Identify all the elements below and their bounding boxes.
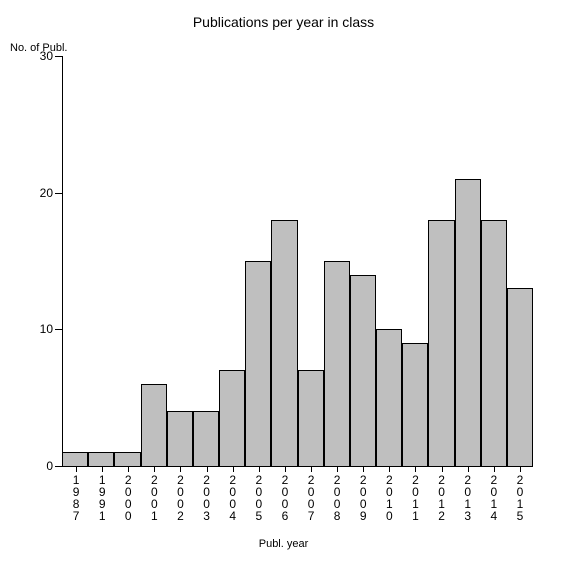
- x-axis-label: Publ. year: [0, 538, 567, 550]
- x-tick-slot: 2 0 1 5: [507, 466, 533, 526]
- x-tick-mark: [389, 466, 390, 472]
- x-tick-label: 2 0 0 8: [334, 474, 341, 522]
- x-tick-mark: [76, 466, 77, 472]
- x-tick-mark: [154, 466, 155, 472]
- bar: [428, 220, 454, 466]
- x-tick-label: 2 0 0 7: [308, 474, 315, 522]
- x-tick-label: 2 0 0 6: [282, 474, 289, 522]
- x-tick-label: 2 0 0 3: [203, 474, 210, 522]
- bar: [141, 384, 167, 466]
- bar: [507, 288, 533, 466]
- bar: [245, 261, 271, 466]
- x-tick-mark: [102, 466, 103, 472]
- x-tick-mark: [363, 466, 364, 472]
- x-tick-slot: 2 0 1 3: [455, 466, 481, 526]
- x-tick-mark: [128, 466, 129, 472]
- x-tick-label: 2 0 1 5: [517, 474, 524, 522]
- x-tick-slot: 2 0 0 7: [298, 466, 324, 526]
- x-tick-mark: [415, 466, 416, 472]
- x-tick-mark: [442, 466, 443, 472]
- bar: [350, 275, 376, 466]
- x-tick-mark: [180, 466, 181, 472]
- x-tick-slot: 2 0 0 9: [350, 466, 376, 526]
- x-tick-mark: [285, 466, 286, 472]
- x-tick-mark: [468, 466, 469, 472]
- x-tick-slot: 1 9 9 1: [89, 466, 115, 526]
- chart-title: Publications per year in class: [0, 14, 567, 30]
- bar: [219, 370, 245, 466]
- y-tick-label: 10: [40, 322, 63, 336]
- x-tick-label: 2 0 1 1: [412, 474, 419, 522]
- x-tick-label: 2 0 0 4: [229, 474, 236, 522]
- y-tick-label: 30: [40, 49, 63, 63]
- x-tick-slot: 2 0 1 1: [402, 466, 428, 526]
- x-tick-label: 2 0 1 0: [386, 474, 393, 522]
- bar: [88, 452, 114, 466]
- x-tick-mark: [259, 466, 260, 472]
- x-tick-mark: [233, 466, 234, 472]
- x-tick-slot: 2 0 0 5: [246, 466, 272, 526]
- x-tick-slot: 2 0 1 0: [376, 466, 402, 526]
- x-tick-mark: [494, 466, 495, 472]
- x-tick-slot: 2 0 0 0: [115, 466, 141, 526]
- x-tick-label: 2 0 1 3: [464, 474, 471, 522]
- x-tick-label: 2 0 1 2: [438, 474, 445, 522]
- x-tick-slot: 2 0 0 6: [272, 466, 298, 526]
- x-tick-slot: 2 0 0 8: [324, 466, 350, 526]
- x-ticks: 1 9 8 7 1 9 9 1 2 0 0 0 2 0 0 1 2 0 0 2 2 0 0…: [63, 466, 533, 526]
- x-tick-slot: 2 0 1 2: [429, 466, 455, 526]
- x-tick-slot: 2 0 0 3: [194, 466, 220, 526]
- x-tick-label: 2 0 1 4: [490, 474, 497, 522]
- bar: [271, 220, 297, 466]
- bar: [402, 343, 428, 466]
- y-tick-label: 0: [46, 459, 63, 473]
- x-tick-label: 2 0 0 2: [177, 474, 184, 522]
- x-tick-label: 2 0 0 0: [125, 474, 132, 522]
- bar: [298, 370, 324, 466]
- x-tick-label: 1 9 9 1: [99, 474, 106, 522]
- x-tick-label: 2 0 0 1: [151, 474, 158, 522]
- bar: [63, 452, 88, 466]
- bar: [114, 452, 140, 466]
- x-tick-label: 1 9 8 7: [73, 474, 80, 522]
- bar: [455, 179, 481, 466]
- bar: [193, 411, 219, 466]
- x-tick-slot: 2 0 0 2: [167, 466, 193, 526]
- x-tick-slot: 2 0 0 1: [141, 466, 167, 526]
- bars-group: [63, 56, 533, 466]
- x-tick-slot: 1 9 8 7: [63, 466, 89, 526]
- plot-area: 1 9 8 71 9 9 12 0 0 02 0 0 12 0 0 22 0 0…: [62, 56, 533, 467]
- bar: [167, 411, 193, 466]
- bar: [376, 329, 402, 466]
- x-tick-mark: [207, 466, 208, 472]
- x-tick-mark: [520, 466, 521, 472]
- bar: [324, 261, 350, 466]
- x-tick-slot: 2 0 1 4: [481, 466, 507, 526]
- chart-container: Publications per year in class No. of Pu…: [0, 0, 567, 567]
- x-tick-label: 2 0 0 9: [360, 474, 367, 522]
- bar: [481, 220, 507, 466]
- y-tick-label: 20: [40, 186, 63, 200]
- x-tick-label: 2 0 0 5: [255, 474, 262, 522]
- x-tick-mark: [311, 466, 312, 472]
- x-tick-mark: [337, 466, 338, 472]
- x-tick-slot: 2 0 0 4: [220, 466, 246, 526]
